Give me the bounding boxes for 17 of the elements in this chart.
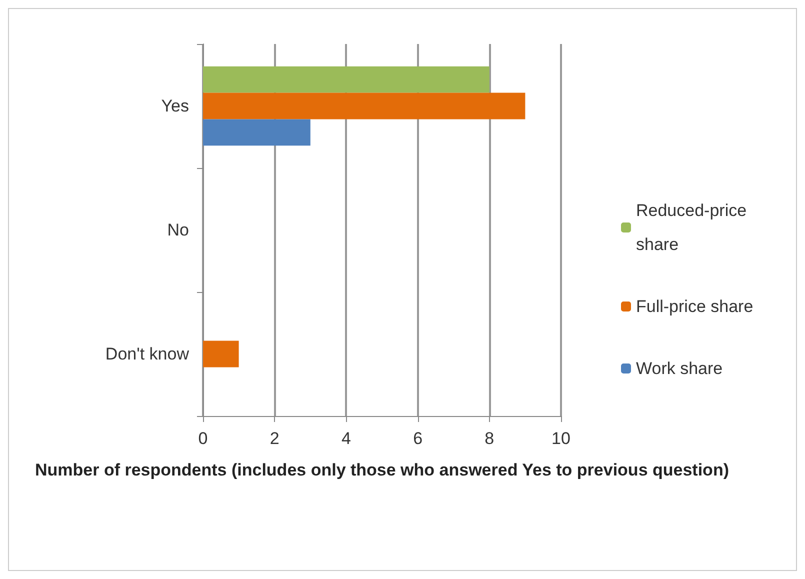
legend-label: Full-price share xyxy=(636,297,754,316)
y-tick-label: No xyxy=(167,220,189,240)
bar xyxy=(203,66,490,93)
bar xyxy=(203,340,239,368)
x-axis-title: Number of respondents (includes only those who answered Yes to previous question) xyxy=(35,460,729,480)
x-tick-label: 10 xyxy=(552,429,570,448)
legend-label: Reduced-price share xyxy=(636,201,752,254)
bar xyxy=(203,119,310,146)
x-tick-label: 0 xyxy=(198,429,208,448)
y-tick-label: Don't know xyxy=(105,344,190,364)
x-tick-label: 2 xyxy=(270,429,280,448)
x-tick-label: 8 xyxy=(484,429,494,448)
legend-label: Work share xyxy=(636,359,723,378)
x-tick-label: 4 xyxy=(341,429,351,448)
y-tick-label: Yes xyxy=(161,96,189,116)
x-tick-label: 6 xyxy=(413,429,423,448)
bar xyxy=(203,92,526,120)
